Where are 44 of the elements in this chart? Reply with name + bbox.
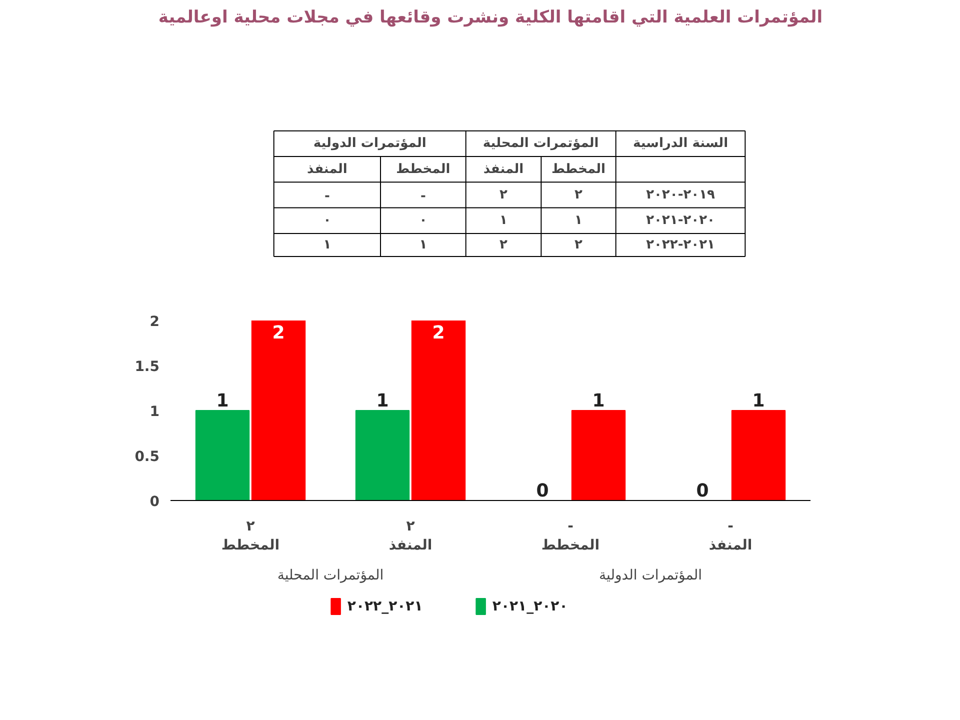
y-tick-label: 1.5 bbox=[134, 359, 160, 375]
text: المؤتمرات الدولية bbox=[313, 136, 426, 152]
data-label: 2 bbox=[432, 322, 445, 344]
y-tick-label: 1 bbox=[150, 404, 160, 420]
text: السنة الدراسية bbox=[632, 136, 728, 152]
text: ٢ bbox=[574, 238, 583, 253]
text: المنفذ bbox=[483, 162, 524, 177]
text: ٢٠١٩-٢٠٢٠ bbox=[646, 187, 716, 202]
text: المؤتمرات الدولية bbox=[599, 568, 702, 584]
text: ٢ bbox=[500, 187, 508, 202]
chart-title: المؤتمرات العلمية التي اقامتها الكلية ونشرت وقائعها في مجلات محلية اوعالمية bbox=[158, 8, 823, 28]
text: ١ bbox=[419, 238, 428, 253]
data-label: 1 bbox=[592, 390, 605, 412]
text: المنفذ bbox=[307, 162, 348, 177]
x-tick-label: - المنفذ bbox=[708, 518, 752, 554]
x-tick-label: ٢ المخطط bbox=[221, 518, 280, 554]
text: ٢٠٢٠-٢٠٢١ bbox=[646, 213, 715, 228]
data-label: 1 bbox=[752, 390, 765, 412]
y-tick-label: 0 bbox=[150, 494, 160, 510]
text: ٢ bbox=[500, 238, 508, 253]
text: المؤتمرات المحلية bbox=[277, 568, 384, 584]
x-tick-label: ٢ المنفذ bbox=[388, 518, 432, 554]
data-label: 0 bbox=[536, 480, 549, 502]
text: - bbox=[324, 188, 330, 204]
legend-label: ٢٠٢٠_٢٠٢١ bbox=[492, 598, 568, 614]
data-label: 1 bbox=[376, 390, 389, 412]
legend-label: ٢٠٢١_٢٠٢٢ bbox=[347, 598, 423, 614]
y-tick-label: 0.5 bbox=[134, 449, 160, 465]
data-label: 1 bbox=[216, 390, 229, 412]
text: ١ bbox=[500, 213, 508, 228]
text: المخطط bbox=[396, 162, 450, 177]
text: ٠ bbox=[323, 213, 332, 228]
text: ١ bbox=[574, 213, 582, 228]
data-label: 0 bbox=[696, 480, 709, 502]
text: ٠ bbox=[419, 213, 428, 228]
y-tick-label: 2 bbox=[150, 314, 160, 330]
text: المخطط bbox=[551, 162, 606, 177]
text: - bbox=[420, 188, 426, 204]
text: ٢٠٢١-٢٠٢٢ bbox=[646, 238, 715, 253]
data-label: 2 bbox=[272, 322, 285, 344]
x-tick-label: - المخطط bbox=[541, 518, 600, 554]
text: المؤتمرات المحلية bbox=[482, 136, 599, 152]
text: ٢ bbox=[574, 187, 583, 202]
text: ١ bbox=[323, 238, 332, 253]
